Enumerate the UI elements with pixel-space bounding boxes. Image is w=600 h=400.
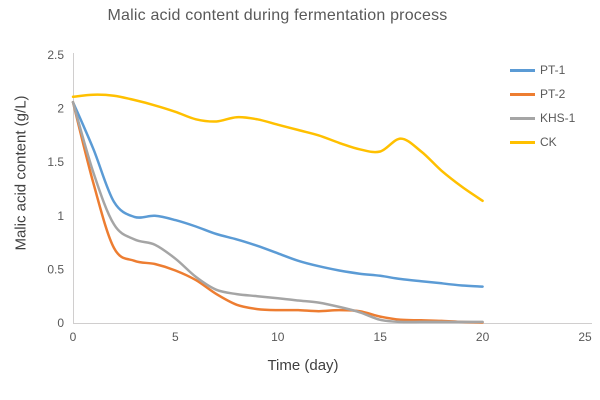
legend-swatch-PT-2 bbox=[510, 92, 535, 96]
x-tick-label: 25 bbox=[578, 330, 592, 344]
series-line-PT-1 bbox=[71, 100, 484, 288]
legend-item-KHS-1: KHS-1 bbox=[510, 106, 575, 130]
series-line-PT-2 bbox=[71, 100, 484, 324]
legend-label-CK: CK bbox=[540, 135, 557, 149]
chart-title: Malic acid content during fermentation p… bbox=[107, 7, 448, 24]
legend-label-PT-1: PT-1 bbox=[540, 63, 566, 77]
x-tick-label: 15 bbox=[374, 330, 388, 344]
y-tick-label: 2 bbox=[57, 102, 64, 116]
y-tick-label: 1 bbox=[57, 209, 64, 223]
legend-item-PT-2: PT-2 bbox=[510, 82, 575, 106]
x-tick-label: 0 bbox=[70, 330, 77, 344]
x-axis-title: Time (day) bbox=[267, 357, 339, 374]
legend-label-PT-2: PT-2 bbox=[540, 87, 566, 101]
y-tick-label: 0 bbox=[57, 316, 64, 330]
y-tick-label: 1.5 bbox=[47, 155, 64, 169]
legend-item-PT-1: PT-1 bbox=[510, 58, 575, 82]
x-tick-label: 5 bbox=[172, 330, 179, 344]
x-tick-label: 20 bbox=[476, 330, 490, 344]
series-line-KHS-1 bbox=[71, 100, 484, 324]
legend: PT-1 PT-2 KHS-1 CK bbox=[510, 58, 575, 154]
x-tick-label: 10 bbox=[271, 330, 285, 344]
legend-swatch-CK bbox=[510, 140, 535, 144]
legend-label-KHS-1: KHS-1 bbox=[540, 111, 576, 125]
legend-swatch-PT-1 bbox=[510, 68, 535, 72]
series-line-CK bbox=[71, 93, 484, 203]
legend-swatch-KHS-1 bbox=[510, 116, 535, 120]
legend-item-CK: CK bbox=[510, 130, 575, 154]
y-tick-label: 0.5 bbox=[47, 262, 64, 276]
y-tick-label: 2.5 bbox=[47, 48, 64, 62]
axis-lines bbox=[73, 53, 592, 324]
